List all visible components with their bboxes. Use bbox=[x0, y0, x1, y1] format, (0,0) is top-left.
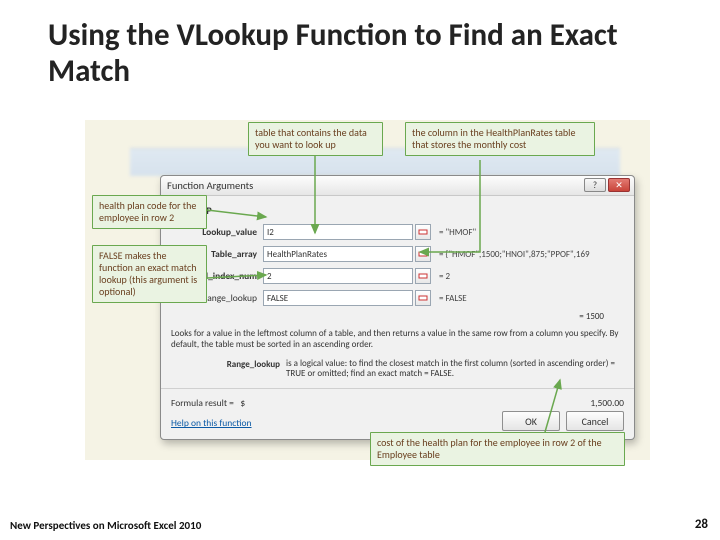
arg-help: Range_lookup is a logical value: to find… bbox=[171, 359, 624, 381]
input-text: 2 bbox=[267, 271, 272, 282]
arg-label: Table_array bbox=[211, 248, 257, 260]
ok-button[interactable]: OK bbox=[502, 411, 560, 431]
arg-row-range-lookup: Range_lookup FALSE = FALSE bbox=[171, 289, 624, 307]
dialog-actions: Help on this function OK Cancel bbox=[171, 409, 624, 431]
help-icon: ? bbox=[593, 180, 597, 191]
formula-result-prefix: $ bbox=[240, 397, 245, 409]
cancel-button[interactable]: Cancel bbox=[566, 411, 624, 431]
window-buttons: ? ✕ bbox=[584, 178, 630, 192]
col-index-input[interactable]: 2 bbox=[263, 268, 413, 284]
input-text: FALSE bbox=[267, 293, 288, 304]
dialog-body: VLOOKUP Lookup_value I2 = "HMOF" Table_a… bbox=[161, 196, 634, 439]
arg-help-text: is a logical value: to find the closest … bbox=[286, 359, 624, 381]
footer-text: New Perspectives on Microsoft Excel 2010 bbox=[10, 519, 201, 532]
dialog-titlebar[interactable]: Function Arguments ? ✕ bbox=[161, 176, 634, 196]
formula-result-value: 1,500.00 bbox=[590, 397, 624, 409]
formula-result-label: Formula result = bbox=[171, 397, 234, 409]
dialog-title: Function Arguments bbox=[167, 179, 253, 192]
dialog-bottom: Formula result = $ 1,500.00 bbox=[171, 395, 624, 409]
arg-label: Lookup_value bbox=[202, 226, 257, 238]
callout-range-lookup: FALSE makes the function an exact match … bbox=[92, 245, 207, 303]
function-arguments-dialog: Function Arguments ? ✕ VLOOKUP Lookup_va… bbox=[160, 175, 635, 440]
page-number: 28 bbox=[695, 517, 708, 532]
collapse-icon[interactable] bbox=[415, 224, 431, 240]
close-button[interactable]: ✕ bbox=[608, 178, 630, 192]
close-icon: ✕ bbox=[615, 180, 623, 191]
collapse-icon[interactable] bbox=[415, 268, 431, 284]
collapse-icon[interactable] bbox=[415, 290, 431, 306]
function-name: VLOOKUP bbox=[171, 204, 624, 217]
arg-row-col-index-num: Col_index_num 2 = 2 bbox=[171, 267, 624, 285]
callout-col-index: the column in the HealthPlanRates table … bbox=[405, 122, 595, 156]
callout-table-array: table that contains the data you want to… bbox=[248, 122, 383, 156]
arg-row-lookup-value: Lookup_value I2 = "HMOF" bbox=[171, 223, 624, 241]
arg-row-table-array: Table_array HealthPlanRates = {"HMOF",15… bbox=[171, 245, 624, 263]
collapse-icon[interactable] bbox=[415, 246, 431, 262]
input-text: HealthPlanRates bbox=[267, 249, 327, 260]
help-button[interactable]: ? bbox=[584, 178, 606, 192]
arg-eval: = 2 bbox=[439, 271, 450, 282]
callout-lookup-value: health plan code for the employee in row… bbox=[92, 195, 207, 229]
lookup-value-input[interactable]: I2 bbox=[263, 224, 413, 240]
computed-result: = 1500 bbox=[171, 311, 624, 322]
arg-label: Range_lookup bbox=[202, 292, 257, 304]
table-array-input[interactable]: HealthPlanRates bbox=[263, 246, 413, 262]
slide: Using the VLookup Function to Find an Ex… bbox=[0, 0, 720, 540]
arg-help-label: Range_lookup bbox=[171, 359, 286, 381]
function-description: Looks for a value in the leftmost column… bbox=[171, 328, 624, 351]
arg-eval: = {"HMOF",1500;"HNOI",875;"PPOF",169 bbox=[439, 249, 590, 260]
divider bbox=[161, 388, 634, 389]
page-title: Using the VLookup Function to Find an Ex… bbox=[48, 18, 668, 89]
help-link[interactable]: Help on this function bbox=[171, 417, 252, 429]
callout-cost: cost of the health plan for the employee… bbox=[370, 432, 625, 466]
range-lookup-input[interactable]: FALSE bbox=[263, 290, 413, 306]
arg-eval: = FALSE bbox=[439, 293, 467, 304]
formula-result: Formula result = $ bbox=[171, 397, 245, 409]
input-text: I2 bbox=[267, 227, 274, 238]
arg-eval: = "HMOF" bbox=[439, 227, 476, 238]
